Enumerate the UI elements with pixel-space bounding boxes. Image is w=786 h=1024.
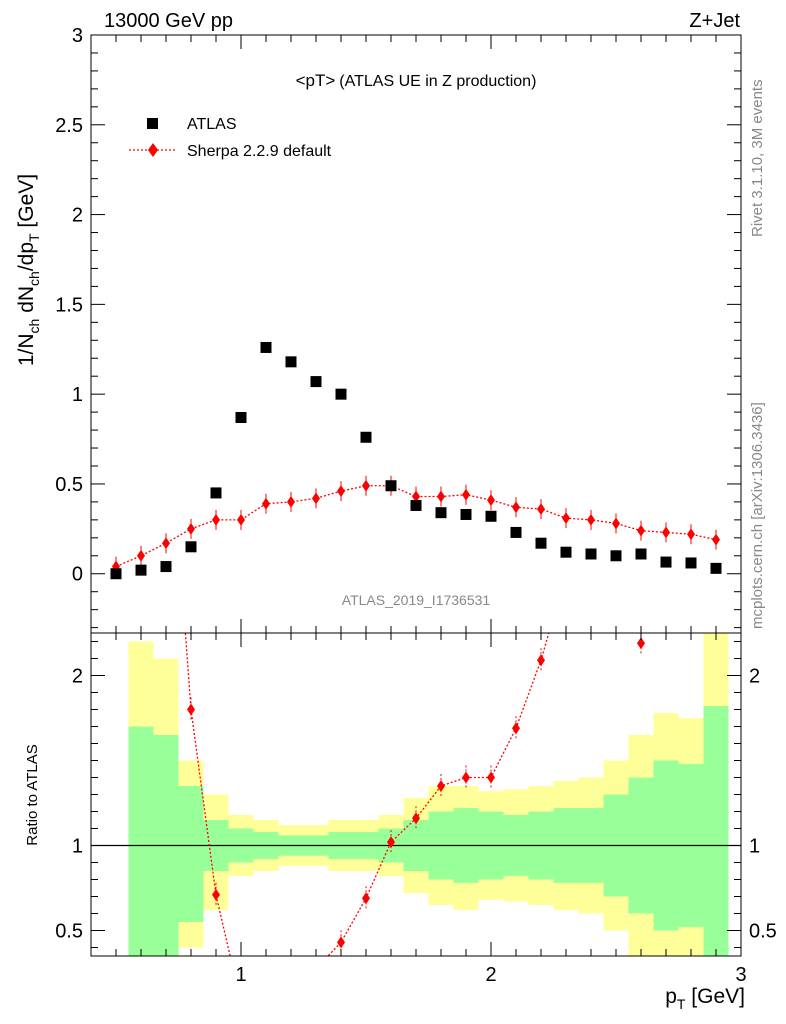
ratio-point — [412, 812, 420, 825]
x-tick-label: 2 — [485, 964, 496, 986]
sherpa-point — [587, 513, 595, 526]
atlas-point — [460, 508, 472, 520]
atlas-point — [110, 568, 122, 580]
ratio-point — [212, 888, 220, 901]
atlas-point — [710, 562, 722, 574]
ratio-point — [637, 637, 645, 650]
atlas-point — [335, 388, 347, 400]
ratio-point — [437, 780, 445, 792]
sherpa-point — [262, 497, 270, 510]
atlas-point — [510, 526, 522, 538]
y-tick-label: 0 — [72, 564, 83, 586]
ratio-line — [184, 633, 231, 956]
atlas-point — [385, 480, 397, 492]
analysis-id: ATLAS_2019_I1736531 — [342, 592, 491, 608]
ratio-y-tick-label: 0.5 — [55, 921, 83, 943]
atlas-point — [660, 556, 672, 568]
sherpa-point — [162, 537, 170, 550]
ratio-point — [387, 836, 395, 849]
atlas-point — [210, 487, 222, 499]
atlas-point — [185, 541, 197, 553]
ratio-y-tick-label: 1 — [72, 836, 83, 858]
inner-band-bin — [153, 735, 179, 956]
inner-band-bin — [178, 786, 204, 922]
x-tick-label: 1 — [235, 964, 246, 986]
sherpa-point — [612, 517, 620, 530]
legend-label-sherpa: Sherpa 2.2.9 default — [187, 143, 332, 160]
ratio-y-tick-label-right: 2 — [749, 666, 760, 688]
sherpa-point — [137, 549, 145, 562]
legend-marker-sherpa — [148, 143, 158, 157]
x-tick-label: 3 — [735, 964, 746, 986]
ratio-y-tick-label-right: 1 — [749, 836, 760, 858]
header-left: 13000 GeV pp — [104, 10, 233, 32]
header-right: Z+Jet — [689, 10, 740, 32]
sherpa-point — [187, 522, 195, 535]
atlas-point — [360, 431, 372, 443]
x-axis-label: pT [GeV] — [665, 985, 745, 1012]
y-tick-label: 2.5 — [55, 115, 83, 137]
sherpa-point — [537, 503, 545, 516]
sherpa-point — [237, 513, 245, 526]
ratio-point — [487, 771, 495, 784]
atlas-point — [235, 412, 247, 424]
sherpa-point — [362, 479, 370, 492]
ratio-point — [512, 722, 520, 735]
atlas-point — [410, 499, 422, 511]
sherpa-point — [637, 524, 645, 537]
y-tick-label: 1.5 — [55, 294, 83, 316]
sherpa-point — [462, 488, 470, 501]
sherpa-point — [562, 512, 570, 525]
atlas-point — [160, 561, 172, 573]
main-plot-panel: 0 0.5 1 1.5 2 2.5 3 <pT> (ATLAS UE in Z product… — [15, 25, 742, 634]
sherpa-point — [337, 485, 345, 498]
atlas-point — [310, 376, 322, 388]
ratio-point — [462, 771, 470, 784]
ratio-point — [362, 892, 370, 905]
sherpa-point — [437, 490, 445, 503]
legend: ATLAS Sherpa 2.2.9 default — [129, 116, 332, 160]
atlas-point — [585, 548, 597, 560]
sherpa-point — [287, 495, 295, 508]
atlas-point — [260, 341, 272, 353]
inner-band-bin — [128, 726, 154, 956]
sherpa-point — [412, 490, 420, 503]
y-tick-label: 2 — [72, 205, 83, 227]
y-tick-label: 1 — [72, 384, 83, 406]
atlas-point — [685, 557, 697, 569]
atlas-point — [560, 546, 572, 558]
atlas-point — [435, 507, 447, 519]
sherpa-point — [662, 526, 670, 539]
atlas-point — [135, 564, 147, 576]
mcplots-label: mcplots.cern.ch [arXiv:1306.3436] — [749, 402, 766, 629]
sherpa-point — [712, 533, 720, 546]
ratio-point — [537, 654, 545, 667]
sherpa-point — [487, 494, 495, 507]
sherpa-point — [687, 528, 695, 541]
atlas-point — [610, 550, 622, 562]
ratio-point — [337, 936, 345, 949]
plot-title: <pT> (ATLAS UE in Z production) — [296, 71, 537, 90]
sherpa-point — [212, 513, 220, 526]
atlas-point — [285, 356, 297, 368]
ratio-plot-panel: 0.5 0.5 1 1 2 2 1 2 3 Ratio to ATLAS pT [GeV] — [24, 632, 777, 1012]
sherpa-point — [312, 492, 320, 505]
inner-band-bin — [703, 706, 729, 956]
legend-marker-atlas — [147, 118, 158, 129]
y-axis-label: 1/Nch dNch/dpT [GeV] — [15, 174, 42, 366]
atlas-point — [635, 548, 647, 560]
legend-label-atlas: ATLAS — [187, 116, 237, 133]
y-tick-label: 3 — [72, 25, 83, 47]
atlas-point — [535, 537, 547, 549]
sherpa-point — [512, 501, 520, 514]
y-tick-label: 0.5 — [55, 474, 83, 496]
atlas-point — [485, 510, 497, 522]
ratio-y-tick-label: 2 — [72, 666, 83, 688]
ratio-y-axis-label: Ratio to ATLAS — [24, 744, 41, 845]
ratio-point — [187, 703, 195, 716]
ratio-y-tick-label-right: 0.5 — [749, 921, 777, 943]
rivet-label: Rivet 3.1.10, 3M events — [749, 79, 766, 237]
